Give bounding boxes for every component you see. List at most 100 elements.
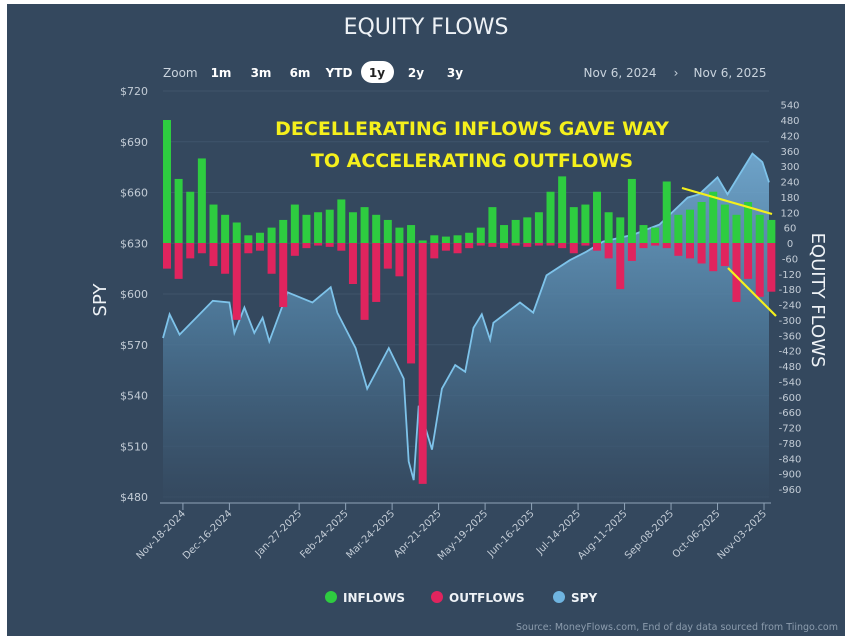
annotation-line-2: TO ACCELERATING OUTFLOWS (311, 150, 633, 172)
legend-outflows[interactable]: OUTFLOWS (449, 591, 525, 605)
date-to[interactable]: Nov 6, 2025 (693, 66, 766, 80)
outflow-bar (267, 243, 276, 274)
outflow-bar (383, 243, 392, 269)
right-tick-label: -900 (779, 470, 802, 481)
right-tick-label: -60 (782, 254, 798, 265)
right-tick-label: -180 (779, 285, 802, 296)
outflow-bar (755, 243, 764, 297)
outflow-trend-line (727, 267, 777, 317)
x-tick-label: Apr-21-2025 (392, 508, 444, 560)
range-button-1m[interactable]: 1m (211, 66, 232, 80)
legend-spy-dot (553, 591, 565, 603)
left-tick-label: $690 (120, 136, 148, 149)
inflow-bar (244, 235, 253, 243)
annotation-line-1: DECELLERATING INFLOWS GAVE WAY (275, 118, 669, 140)
outflow-bar (523, 243, 532, 247)
inflow-bar (685, 209, 694, 243)
inflow-bar (232, 222, 241, 243)
inflow-bar (511, 219, 520, 243)
outflow-bar (720, 243, 729, 267)
right-tick-label: 420 (780, 131, 799, 142)
date-from[interactable]: Nov 6, 2024 (583, 66, 656, 80)
range-button-1y[interactable]: 1y (369, 66, 385, 80)
x-tick-label: Oct-06-2025 (671, 508, 723, 560)
outflow-bar (488, 243, 497, 247)
right-tick-label: -480 (779, 362, 802, 373)
left-tick-label: $510 (120, 440, 148, 453)
inflow-bar (546, 191, 555, 243)
inflow-bar (360, 207, 369, 243)
outflow-bar (697, 243, 706, 264)
inflow-trend-line (681, 186, 773, 216)
left-tick-label: $720 (120, 85, 148, 98)
range-button-2y[interactable]: 2y (408, 66, 424, 80)
right-tick-label: -420 (779, 347, 802, 358)
legend-inflows[interactable]: INFLOWS (343, 591, 405, 605)
outflow-bar (593, 243, 602, 251)
outflow-bar (767, 243, 776, 292)
left-tick-label: $570 (120, 339, 148, 352)
inflow-bar (744, 202, 753, 243)
right-tick-label: -660 (779, 408, 802, 419)
inflow-bar (476, 227, 485, 243)
inflow-bar (720, 204, 729, 243)
date-separator: › (674, 66, 679, 80)
outflow-bar (616, 243, 625, 290)
outflow-bar (511, 243, 520, 246)
outflow-bar (418, 243, 427, 484)
outflow-bar (709, 243, 718, 272)
inflow-bar (569, 207, 578, 243)
inflow-bar (453, 235, 462, 243)
flow-bars (163, 120, 776, 484)
outflow-bar (744, 243, 753, 279)
range-button-3m[interactable]: 3m (251, 66, 272, 80)
x-tick-label: Jul-14-2025 (534, 508, 583, 557)
outflow-bar (430, 243, 439, 259)
inflow-bar (267, 227, 276, 243)
right-tick-label: 540 (780, 101, 799, 112)
outflow-bar (232, 243, 241, 320)
outflow-bar (569, 243, 578, 254)
inflow-bar (221, 214, 230, 243)
legend-spy[interactable]: SPY (571, 591, 597, 605)
x-tick-label: Jun-16-2025 (485, 508, 537, 560)
range-button-ytd[interactable]: YTD (325, 66, 353, 80)
inflow-bar (279, 219, 288, 243)
outflow-bar (407, 243, 416, 364)
left-tick-label: $600 (120, 288, 148, 301)
range-button-3y[interactable]: 3y (447, 66, 463, 80)
range-button-6m[interactable]: 6m (290, 66, 311, 80)
x-tick-label: Nov-03-2025 (716, 508, 769, 561)
x-tick-label: Feb-24-2025 (298, 508, 350, 560)
right-tick-label: 180 (780, 193, 799, 204)
inflow-bar (639, 225, 648, 243)
outflow-bar (662, 243, 671, 249)
right-tick-label: 0 (787, 239, 793, 250)
outflow-bar (302, 243, 311, 249)
inflow-bar (534, 212, 543, 243)
outflow-bar (163, 243, 172, 269)
right-tick-label: 480 (780, 116, 799, 127)
inflow-bar (186, 191, 195, 243)
inflow-bar (581, 204, 590, 243)
source-note: Source: MoneyFlows.com, End of day data … (516, 622, 838, 633)
inflow-bar (418, 240, 427, 243)
range-selected-pill (361, 61, 394, 83)
outflow-bar (674, 243, 683, 256)
inflow-bar (383, 219, 392, 243)
inflow-bar (651, 227, 660, 243)
inflow-bar (441, 236, 450, 243)
outflow-bar (546, 243, 555, 246)
spy-series (162, 152, 770, 503)
inflow-bar (430, 235, 439, 243)
right-tick-label: -120 (779, 270, 802, 281)
inflow-bar (290, 204, 299, 243)
right-tick-label: -840 (779, 454, 802, 465)
inflow-bar (302, 214, 311, 243)
right-tick-label: -240 (779, 301, 802, 312)
x-tick-label: May-19-2025 (436, 508, 490, 562)
zoom-label: Zoom (163, 66, 198, 80)
outflow-bar (372, 243, 381, 302)
outflow-bar (279, 243, 288, 308)
inflow-bar (372, 214, 381, 243)
